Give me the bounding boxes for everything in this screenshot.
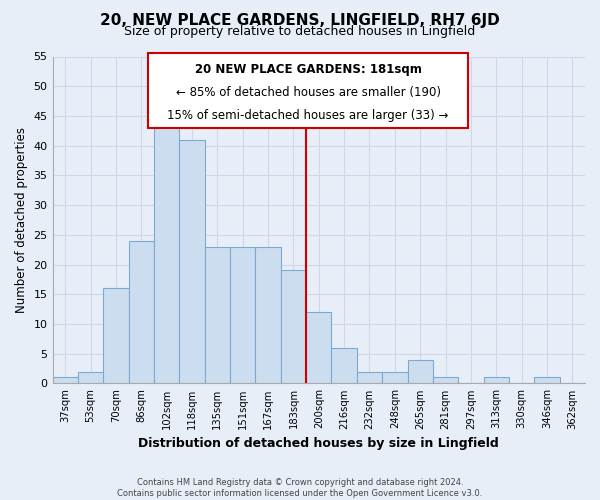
X-axis label: Distribution of detached houses by size in Lingfield: Distribution of detached houses by size … bbox=[139, 437, 499, 450]
Bar bbox=[331, 348, 357, 384]
Bar bbox=[256, 246, 281, 384]
Text: 15% of semi-detached houses are larger (33) →: 15% of semi-detached houses are larger (… bbox=[167, 109, 449, 122]
Bar bbox=[78, 372, 103, 384]
Bar bbox=[53, 378, 78, 384]
Bar bbox=[306, 312, 331, 384]
Text: Contains HM Land Registry data © Crown copyright and database right 2024.
Contai: Contains HM Land Registry data © Crown c… bbox=[118, 478, 482, 498]
Bar bbox=[433, 378, 458, 384]
Bar bbox=[357, 372, 382, 384]
Bar bbox=[484, 378, 509, 384]
Bar bbox=[179, 140, 205, 384]
Bar bbox=[407, 360, 433, 384]
Bar bbox=[281, 270, 306, 384]
Bar bbox=[103, 288, 128, 384]
Bar bbox=[534, 378, 560, 384]
Text: ← 85% of detached houses are smaller (190): ← 85% of detached houses are smaller (19… bbox=[176, 86, 440, 99]
Bar bbox=[154, 110, 179, 384]
Text: Size of property relative to detached houses in Lingfield: Size of property relative to detached ho… bbox=[124, 25, 476, 38]
Y-axis label: Number of detached properties: Number of detached properties bbox=[15, 127, 28, 313]
Bar bbox=[205, 246, 230, 384]
Bar bbox=[128, 241, 154, 384]
Bar bbox=[230, 246, 256, 384]
Text: 20, NEW PLACE GARDENS, LINGFIELD, RH7 6JD: 20, NEW PLACE GARDENS, LINGFIELD, RH7 6J… bbox=[100, 12, 500, 28]
FancyBboxPatch shape bbox=[148, 53, 468, 128]
Text: 20 NEW PLACE GARDENS: 181sqm: 20 NEW PLACE GARDENS: 181sqm bbox=[194, 63, 422, 76]
Bar bbox=[382, 372, 407, 384]
